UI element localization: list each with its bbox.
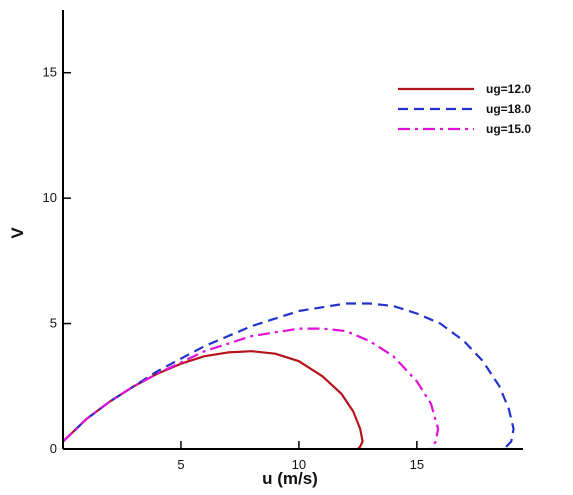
plot-series — [62, 302, 515, 450]
y-tick-label-15: 15 — [43, 65, 57, 80]
y-axis-title: V — [8, 227, 27, 239]
y-tick-label-0: 0 — [50, 441, 57, 456]
y-tick-label-10: 10 — [43, 190, 57, 205]
x-tick-label-5: 5 — [177, 457, 184, 472]
plot-ticks: 5 10 15 0 5 10 15 — [43, 65, 425, 472]
plot-axes — [62, 10, 523, 450]
x-tick-label-10: 10 — [292, 457, 306, 472]
x-tick-label-15: 15 — [410, 457, 424, 472]
legend-label-0: ug=12.0 — [486, 82, 531, 96]
y-tick-label-5: 5 — [50, 316, 57, 331]
series-line-0 — [62, 350, 364, 450]
legend-label-2: ug=15.0 — [486, 122, 531, 136]
legend-label-1: ug=18.0 — [486, 102, 531, 116]
x-axis-title: u (m/s) — [262, 469, 318, 488]
series-line-2 — [62, 327, 440, 450]
legend: ug=12.0 ug=18.0 ug=15.0 — [398, 82, 531, 136]
series-line-1 — [62, 302, 515, 450]
